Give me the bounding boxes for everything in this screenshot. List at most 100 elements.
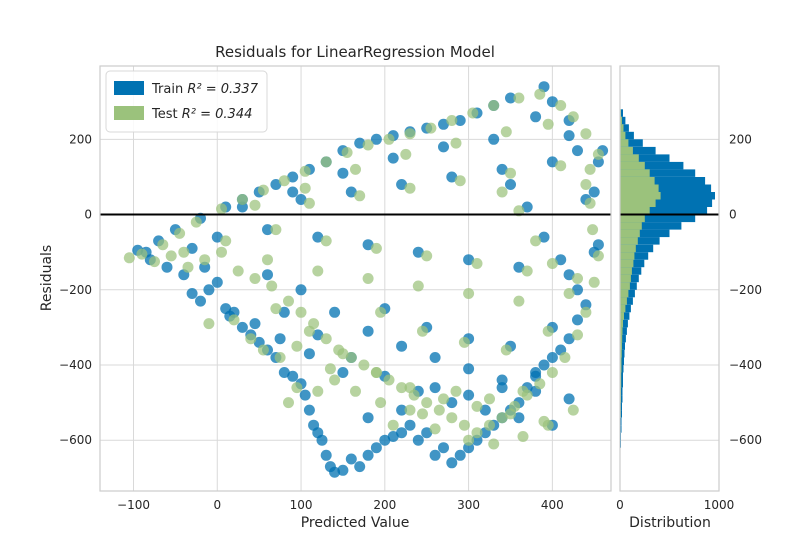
train-point — [270, 179, 282, 190]
train-histogram-bar — [620, 365, 624, 373]
test-point — [500, 344, 512, 356]
test-point — [295, 306, 307, 318]
test-point — [534, 378, 546, 390]
train-point — [312, 329, 324, 341]
train-point — [572, 145, 583, 157]
train-point — [387, 431, 399, 442]
x-tick-label: 100 — [290, 498, 313, 512]
test-point — [249, 199, 261, 211]
test-point — [283, 295, 294, 307]
train-point — [161, 261, 173, 273]
test-point — [400, 148, 412, 160]
test-histogram-bar — [620, 244, 636, 253]
train-point — [195, 295, 206, 307]
test-point — [216, 246, 227, 258]
y-tick-label: −600 — [59, 433, 92, 447]
test-point — [438, 393, 449, 405]
test-histogram-bar — [620, 214, 645, 223]
train-histogram-bar — [620, 425, 622, 433]
train-histogram-bar — [620, 169, 696, 177]
train-point — [496, 382, 508, 394]
train-point — [329, 466, 341, 478]
train-histogram-bar — [620, 109, 623, 117]
train-point — [505, 179, 516, 190]
test-point — [542, 118, 554, 130]
test-point — [291, 382, 303, 394]
test-point — [299, 165, 311, 177]
test-histogram-bar — [620, 357, 622, 365]
legend-train-name: Train — [151, 82, 183, 97]
distribution-y-tick-label: −200 — [729, 283, 762, 297]
test-point — [182, 261, 194, 273]
train-point — [592, 239, 604, 251]
test-point — [496, 412, 508, 424]
train-point — [337, 167, 349, 179]
test-point — [266, 280, 278, 292]
test-point — [454, 175, 466, 187]
train-point — [249, 318, 261, 330]
test-point — [320, 156, 332, 168]
distribution-x-tick-labels: 0 1000 — [616, 498, 734, 512]
train-histogram-bar — [620, 154, 670, 162]
train-point — [274, 333, 286, 345]
test-point — [165, 250, 177, 262]
distribution-axis-label: Distribution — [629, 515, 711, 531]
test-point — [412, 280, 424, 292]
test-histogram-bar — [620, 350, 622, 358]
test-histogram-bar — [620, 342, 622, 350]
test-point — [521, 265, 533, 277]
train-point — [555, 254, 567, 266]
train-point — [429, 449, 441, 461]
train-point — [429, 352, 441, 363]
test-point — [350, 385, 361, 397]
test-point — [584, 163, 596, 175]
test-point — [387, 419, 399, 431]
train-histogram-bar — [620, 334, 626, 343]
y-tick-label: −400 — [59, 358, 92, 372]
test-point — [488, 438, 500, 450]
test-point — [458, 336, 470, 348]
train-point — [546, 352, 558, 363]
test-point — [337, 348, 349, 360]
test-point — [404, 128, 416, 140]
train-point — [572, 284, 583, 296]
test-point — [149, 256, 160, 268]
train-point — [186, 288, 198, 299]
train-point — [521, 201, 533, 213]
test-point — [471, 427, 483, 439]
test-point — [542, 325, 554, 337]
test-point — [291, 340, 303, 352]
train-point — [513, 261, 525, 273]
train-point — [572, 314, 583, 326]
test-point — [471, 258, 483, 269]
test-histogram-bar — [620, 199, 656, 207]
test-histogram-bar — [620, 297, 627, 305]
legend-box — [105, 70, 268, 133]
test-point — [320, 333, 332, 345]
train-histogram-bar — [620, 372, 623, 380]
train-point — [479, 404, 491, 416]
train-histogram-bar — [620, 304, 631, 313]
test-histogram-bar — [620, 304, 626, 313]
y-tick-label: 0 — [84, 208, 92, 222]
train-point — [303, 404, 315, 416]
train-histogram-bar — [620, 342, 625, 350]
train-point — [530, 111, 542, 123]
train-point — [262, 269, 273, 281]
train-point — [295, 284, 307, 296]
test-point — [555, 160, 567, 172]
test-point — [592, 250, 604, 262]
test-point — [446, 412, 458, 424]
train-point — [396, 179, 408, 190]
train-histogram-bar — [620, 116, 626, 125]
legend-test-label: Test R² = 0.344 — [151, 107, 252, 122]
train-histogram-bar — [620, 319, 628, 328]
distribution-x-tick-label: 1000 — [704, 498, 735, 512]
test-point — [505, 167, 516, 179]
train-histogram-bar — [620, 161, 684, 170]
train-point — [329, 306, 341, 318]
test-point — [463, 434, 475, 446]
train-point — [412, 434, 424, 446]
test-point — [538, 415, 550, 427]
test-point — [245, 333, 257, 345]
